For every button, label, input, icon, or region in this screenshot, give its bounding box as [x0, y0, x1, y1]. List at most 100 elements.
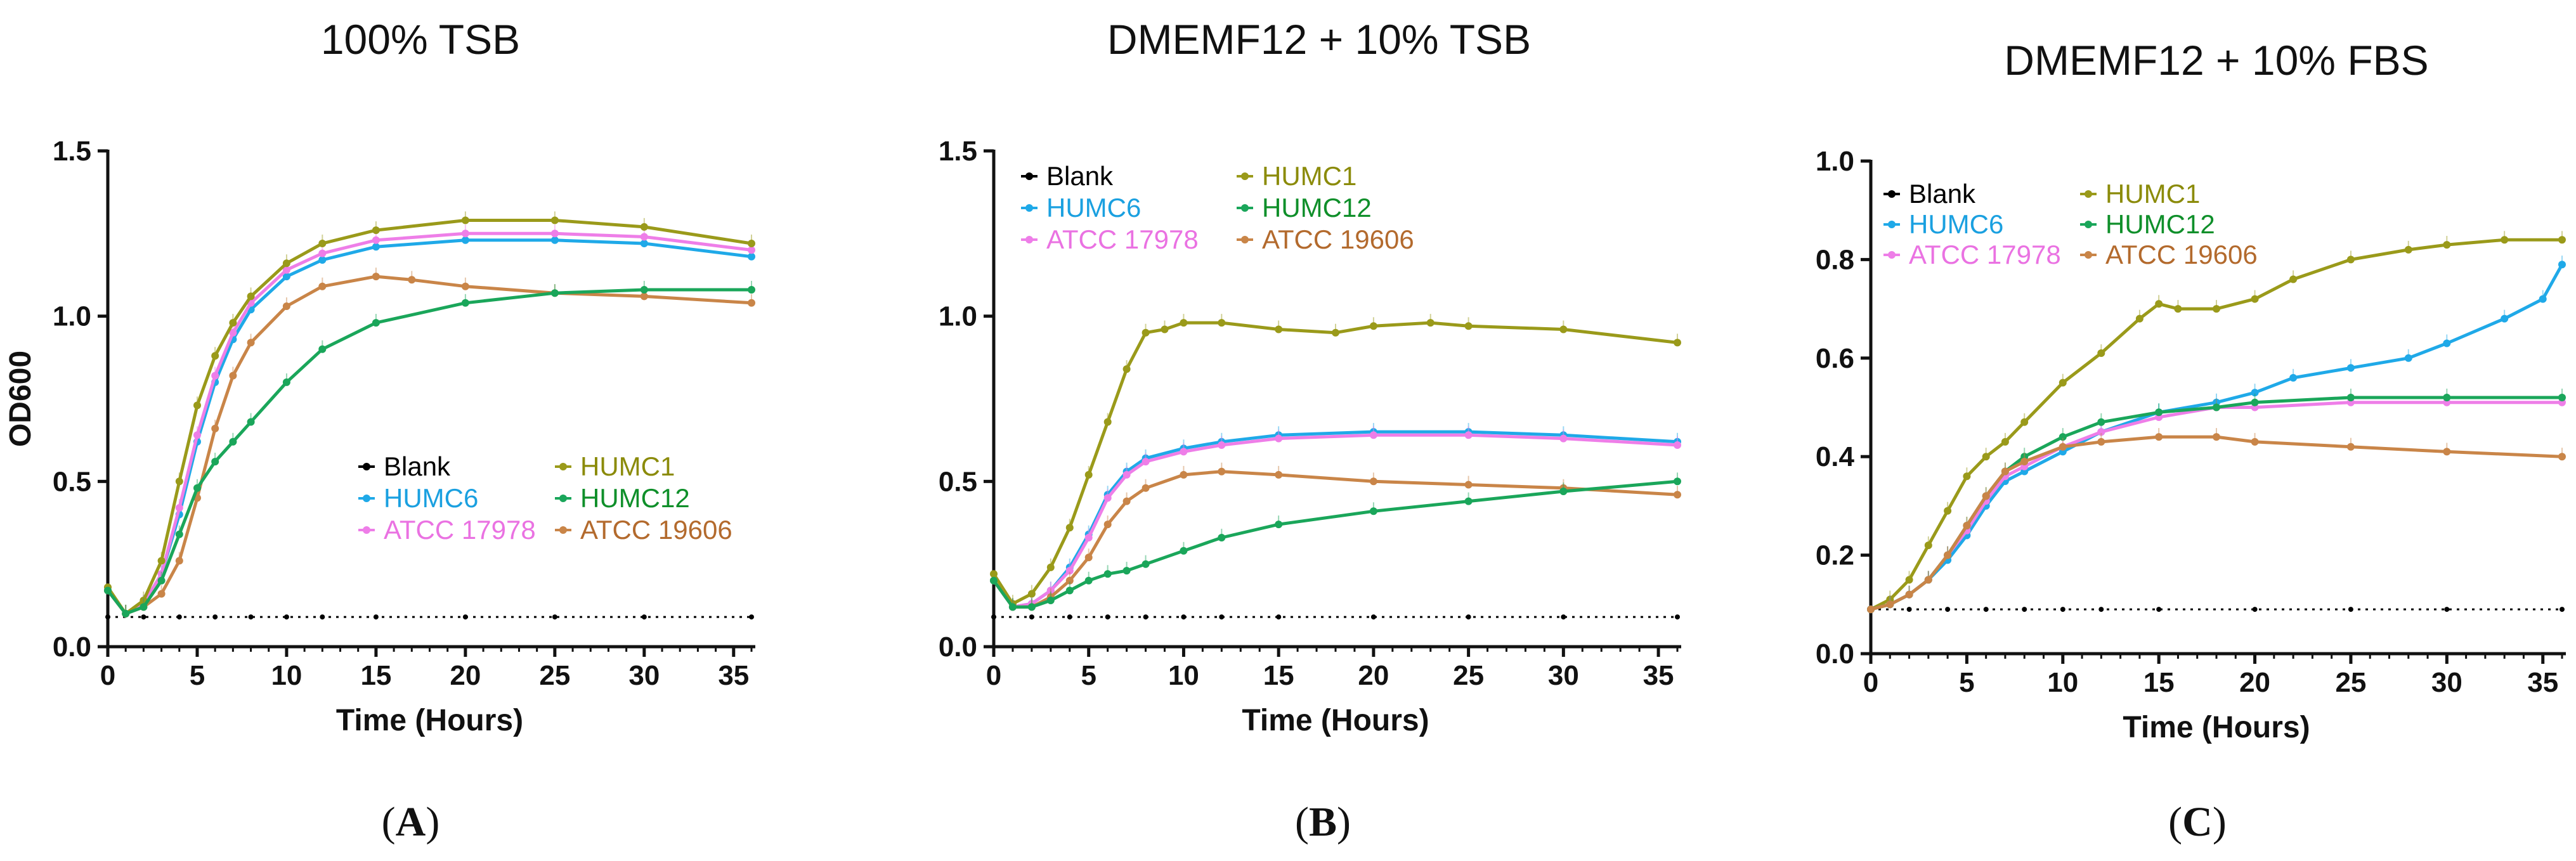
- data-point: [282, 378, 290, 386]
- data-point: [1103, 521, 1112, 529]
- data-point: [1103, 494, 1112, 502]
- data-point: [2558, 394, 2566, 401]
- data-point: [1675, 614, 1680, 620]
- data-point: [2001, 467, 2009, 476]
- data-point: [193, 401, 201, 410]
- data-point: [1065, 524, 1074, 532]
- data-point: [2097, 437, 2105, 446]
- data-point: [141, 614, 146, 620]
- data-point: [2501, 236, 2509, 244]
- data-point: [2155, 408, 2163, 417]
- x-tick-label: 0: [100, 660, 115, 691]
- legend-marker: [1888, 190, 1896, 198]
- panel-label: (C): [2168, 799, 2227, 845]
- y-tick-label: 0.0: [939, 631, 977, 663]
- data-point: [1180, 547, 1188, 555]
- data-point: [2097, 428, 2105, 436]
- data-point: [1105, 614, 1110, 620]
- data-point: [1161, 325, 1169, 333]
- panel-label: (A): [382, 799, 440, 845]
- data-point: [1559, 325, 1568, 333]
- data-point: [157, 590, 166, 598]
- data-point: [1464, 497, 1473, 505]
- x-tick-label: 35: [718, 660, 749, 691]
- legend-marker: [1241, 172, 1249, 180]
- data-point: [1370, 614, 1376, 620]
- legend-item-humc6: HUMC6: [358, 483, 478, 513]
- data-point: [1027, 603, 1036, 611]
- legend-item-blank: Blank: [358, 451, 451, 481]
- data-point: [1426, 319, 1434, 327]
- data-point: [2560, 607, 2565, 612]
- data-point: [372, 319, 380, 327]
- legend-label: HUMC6: [1909, 209, 2003, 239]
- data-point: [1674, 339, 1681, 347]
- data-point: [408, 276, 416, 284]
- data-point: [2098, 607, 2104, 612]
- data-point: [2444, 607, 2450, 612]
- x-tick-label: 30: [1548, 660, 1579, 691]
- series-line: [1870, 238, 2562, 611]
- data-point: [2213, 403, 2220, 411]
- data-point: [372, 236, 380, 244]
- data-point: [193, 431, 201, 439]
- data-point: [212, 614, 218, 620]
- series-line: [992, 479, 1678, 609]
- data-point: [2289, 275, 2298, 283]
- legend-label: ATCC 19606: [580, 515, 732, 545]
- legend: Blank HUMC1 HUMC6 HUMC12 ATCC 17978 ATCC 1960…: [1883, 179, 2258, 269]
- series-atcc-17978: [1867, 393, 2566, 614]
- data-point: [1065, 576, 1074, 585]
- series-humc12: [1867, 388, 2566, 614]
- x-tick-label: 10: [271, 660, 302, 691]
- data-point: [1276, 614, 1282, 620]
- y-tick-label: 0.0: [1816, 638, 1854, 670]
- data-point: [229, 372, 237, 380]
- data-point: [1218, 319, 1226, 327]
- data-point: [748, 240, 755, 247]
- data-point: [1561, 614, 1566, 620]
- series-humc1: [990, 314, 1681, 608]
- data-point: [1122, 567, 1131, 575]
- x-tick-label: 0: [986, 660, 1001, 691]
- legend: Blank HUMC1 HUMC6 HUMC12 ATCC 17978 ATCC 1960…: [358, 451, 732, 545]
- data-point: [247, 418, 255, 426]
- data-point: [550, 289, 559, 297]
- data-point: [640, 233, 648, 241]
- data-point: [2060, 607, 2065, 612]
- legend-item-humc1: HUMC1: [2080, 179, 2200, 209]
- data-point: [2213, 433, 2220, 441]
- data-point: [2001, 437, 2009, 446]
- data-point: [1219, 614, 1225, 620]
- data-point: [211, 424, 219, 432]
- legend-item-blank: Blank: [1883, 179, 1976, 209]
- data-point: [211, 372, 219, 380]
- legend-item-atcc-19606: ATCC 19606: [555, 515, 732, 545]
- data-point: [1559, 488, 1568, 495]
- data-point: [1275, 325, 1283, 333]
- data-point: [2097, 349, 2105, 357]
- data-point: [1103, 418, 1112, 426]
- series-blank: [105, 614, 754, 620]
- data-point: [2252, 607, 2258, 612]
- data-point: [175, 530, 183, 538]
- data-point: [1065, 586, 1074, 595]
- data-point: [247, 292, 255, 301]
- data-point: [1559, 434, 1568, 443]
- data-point: [461, 236, 469, 244]
- legend-label: HUMC12: [2105, 209, 2215, 239]
- data-point: [104, 586, 112, 595]
- x-tick-label: 35: [2527, 667, 2558, 698]
- data-point: [229, 328, 237, 337]
- data-point: [140, 603, 148, 611]
- x-tick-label: 10: [2047, 667, 2078, 698]
- data-point: [1275, 470, 1283, 479]
- x-axis-title: Time (Hours): [336, 704, 523, 737]
- data-point: [2155, 300, 2163, 308]
- legend-item-humc6: HUMC6: [1883, 209, 2003, 239]
- data-point: [990, 570, 998, 578]
- data-point: [2404, 354, 2412, 362]
- data-point: [461, 216, 469, 224]
- chart-title: DMEMF12 + 10% TSB: [1107, 16, 1531, 63]
